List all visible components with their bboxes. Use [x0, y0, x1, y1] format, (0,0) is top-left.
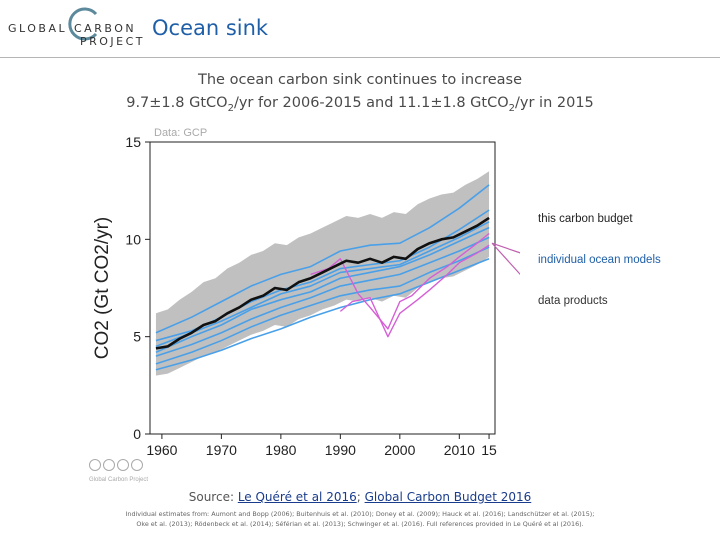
sharealike-icon [117, 459, 129, 471]
model-series-line-2 [155, 258, 490, 371]
logo-text-carbon-project: CARBON PROJECT [74, 22, 145, 48]
y-tick-label: 15 [125, 134, 141, 150]
cc-caption: Global Carbon Project [89, 477, 148, 483]
product-series-line-2 [339, 244, 490, 338]
model-series-line-5 [155, 184, 490, 334]
slide-header: GLOBAL CARBON PROJECT Ocean sink [0, 0, 720, 58]
legend-this-carbon-budget: this carbon budget [538, 213, 633, 225]
logo-text-carbon: CARBON [74, 22, 137, 35]
references: Individual estimates from: Aumont and Bo… [120, 509, 600, 529]
logo-text-project: PROJECT [80, 35, 146, 48]
source-link-le-quere[interactable]: Le Quéré et al 2016 [237, 490, 357, 504]
page-title: Ocean sink [152, 16, 269, 40]
legend-data-products: data products [538, 295, 608, 307]
x-tick-label: 1970 [206, 442, 237, 458]
carbon-budget-line [155, 216, 490, 350]
y-tick-label: 5 [133, 329, 141, 345]
subtitle-subscript: 2 [227, 102, 234, 114]
arrow-to-models [491, 242, 539, 260]
chart-svg: Data: GCP 0 5 10 15 1960 1970 1980 1990 2000 2010 1… [92, 127, 539, 458]
product-series-line-1 [310, 232, 490, 330]
source-line: Source: Le Quéré et al 2016; Global Carb… [0, 490, 720, 504]
data-credit-label: Data: GCP [154, 127, 207, 139]
x-tick-label: 1960 [146, 442, 177, 458]
model-series-line-1 [155, 236, 490, 357]
noncommercial-icon [131, 459, 143, 471]
subtitle-part: /yr for 2006-2015 and 11.1±1.8 GtCO [233, 95, 509, 111]
subtitle-part: 9.7±1.8 GtCO [126, 95, 228, 111]
attribution-icon [103, 459, 115, 471]
subtitle-subscript: 2 [508, 102, 515, 114]
model-series-line-4 [155, 226, 490, 353]
header-divider [0, 57, 720, 58]
subtitle-line-1: The ocean carbon sink continues to incre… [198, 72, 522, 88]
model-series-line-6 [155, 246, 490, 365]
x-tick-label: 2010 [444, 442, 475, 458]
source-link-global-carbon-budget[interactable]: Global Carbon Budget 2016 [364, 490, 532, 504]
y-tick-label: 10 [125, 231, 141, 247]
source-separator: ; [356, 490, 365, 504]
cc-icon [89, 459, 101, 471]
x-tick-label: 1990 [325, 442, 356, 458]
y-tick-label: 0 [133, 426, 141, 442]
source-label: Source: [188, 490, 238, 504]
x-tick-label: 15 [481, 442, 497, 458]
x-tick-label: 2000 [384, 442, 415, 458]
references-line-1: Individual estimates from: Aumont and Bo… [125, 510, 595, 518]
logo-circle-icon [68, 7, 98, 41]
model-series-line-7 [155, 221, 490, 348]
y-axis-label: CO2 (Gt CO2/yr) [92, 217, 113, 360]
creative-commons-badge: Global Carbon Project [89, 459, 148, 483]
x-tick-label: 1980 [265, 442, 296, 458]
logo-text-global: GLOBAL [8, 22, 68, 35]
ocean-sink-chart: Data: GCP 0 5 10 15 1960 1970 1980 1990 2000 2010 1… [80, 122, 539, 462]
subtitle-part: /yr in 2015 [515, 95, 594, 111]
references-line-2: Oke et al. (2013); Rödenbeck et al. (201… [136, 520, 584, 528]
subtitle-line-2: 9.7±1.8 GtCO2/yr for 2006-2015 and 11.1±… [0, 95, 720, 114]
legend-individual-ocean-models: individual ocean models [538, 254, 661, 266]
plot-frame [149, 141, 496, 435]
